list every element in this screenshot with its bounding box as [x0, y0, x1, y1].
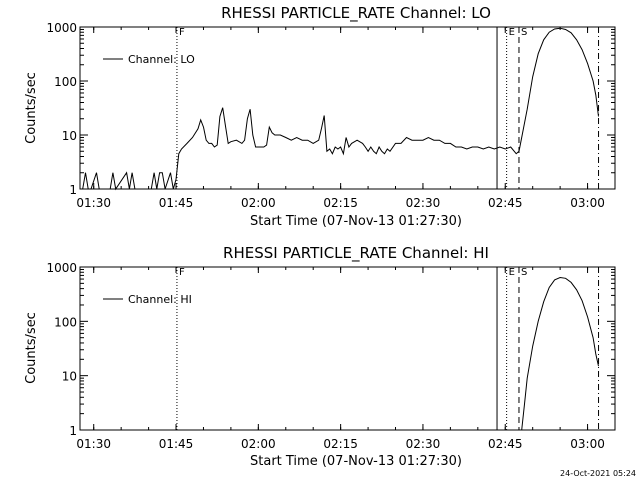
y-tick-label: 1000 — [46, 21, 77, 35]
x-tick-label: 02:00 — [241, 196, 276, 210]
x-tick-label: 03:00 — [570, 196, 605, 210]
x-tick-label: 01:30 — [76, 196, 111, 210]
x-tick-label: 01:45 — [159, 196, 194, 210]
legend-label: Channel: LO — [128, 53, 195, 66]
plot-frame — [79, 26, 616, 190]
chart-panel-lo: RHESSI PARTICLE_RATE Channel: LO Start T… — [24, 4, 616, 229]
x-tick-label: 02:15 — [323, 437, 358, 451]
y-tick-label: 100 — [54, 75, 77, 89]
timestamp-footer: 24-Oct-2021 05:24 — [560, 469, 636, 478]
chart-title: RHESSI PARTICLE_RATE Channel: LO — [221, 4, 491, 23]
event-marker-label: F — [179, 267, 185, 278]
event-marker-label: E — [509, 267, 515, 278]
x-tick-label: 02:30 — [406, 196, 441, 210]
series-line — [80, 27, 599, 191]
chart-panel-hi: RHESSI PARTICLE_RATE Channel: HI Start T… — [24, 244, 616, 469]
x-tick-label: 03:00 — [570, 437, 605, 451]
y-tick-label: 1000 — [46, 261, 77, 275]
x-tick-label: 02:30 — [406, 437, 441, 451]
y-axis-label: Counts/sec — [24, 72, 39, 144]
y-tick-label: 1 — [69, 424, 77, 438]
event-marker-label: S — [521, 267, 527, 278]
chart-title: RHESSI PARTICLE_RATE Channel: HI — [223, 244, 489, 263]
x-tick-label: 02:45 — [488, 196, 523, 210]
y-axis-label: Counts/sec — [24, 312, 39, 384]
y-tick-label: 100 — [54, 315, 77, 329]
x-tick-label: 01:30 — [76, 437, 111, 451]
plot-frame — [79, 266, 616, 431]
event-marker-label: F — [179, 27, 185, 38]
event-marker-label: S — [521, 27, 527, 38]
x-axis-label: Start Time (07-Nov-13 01:27:30) — [250, 454, 462, 469]
x-tick-label: 02:00 — [241, 437, 276, 451]
x-tick-label: 01:45 — [159, 437, 194, 451]
legend-label: Channel: HI — [128, 293, 192, 306]
x-axis-label: Start Time (07-Nov-13 01:27:30) — [250, 214, 462, 229]
y-tick-label: 1 — [69, 183, 77, 197]
x-tick-label: 02:15 — [323, 196, 358, 210]
y-tick-label: 10 — [62, 370, 77, 384]
event-marker-label: E — [509, 27, 515, 38]
y-tick-label: 10 — [62, 129, 77, 143]
series-line — [521, 276, 599, 431]
x-tick-label: 02:45 — [488, 437, 523, 451]
